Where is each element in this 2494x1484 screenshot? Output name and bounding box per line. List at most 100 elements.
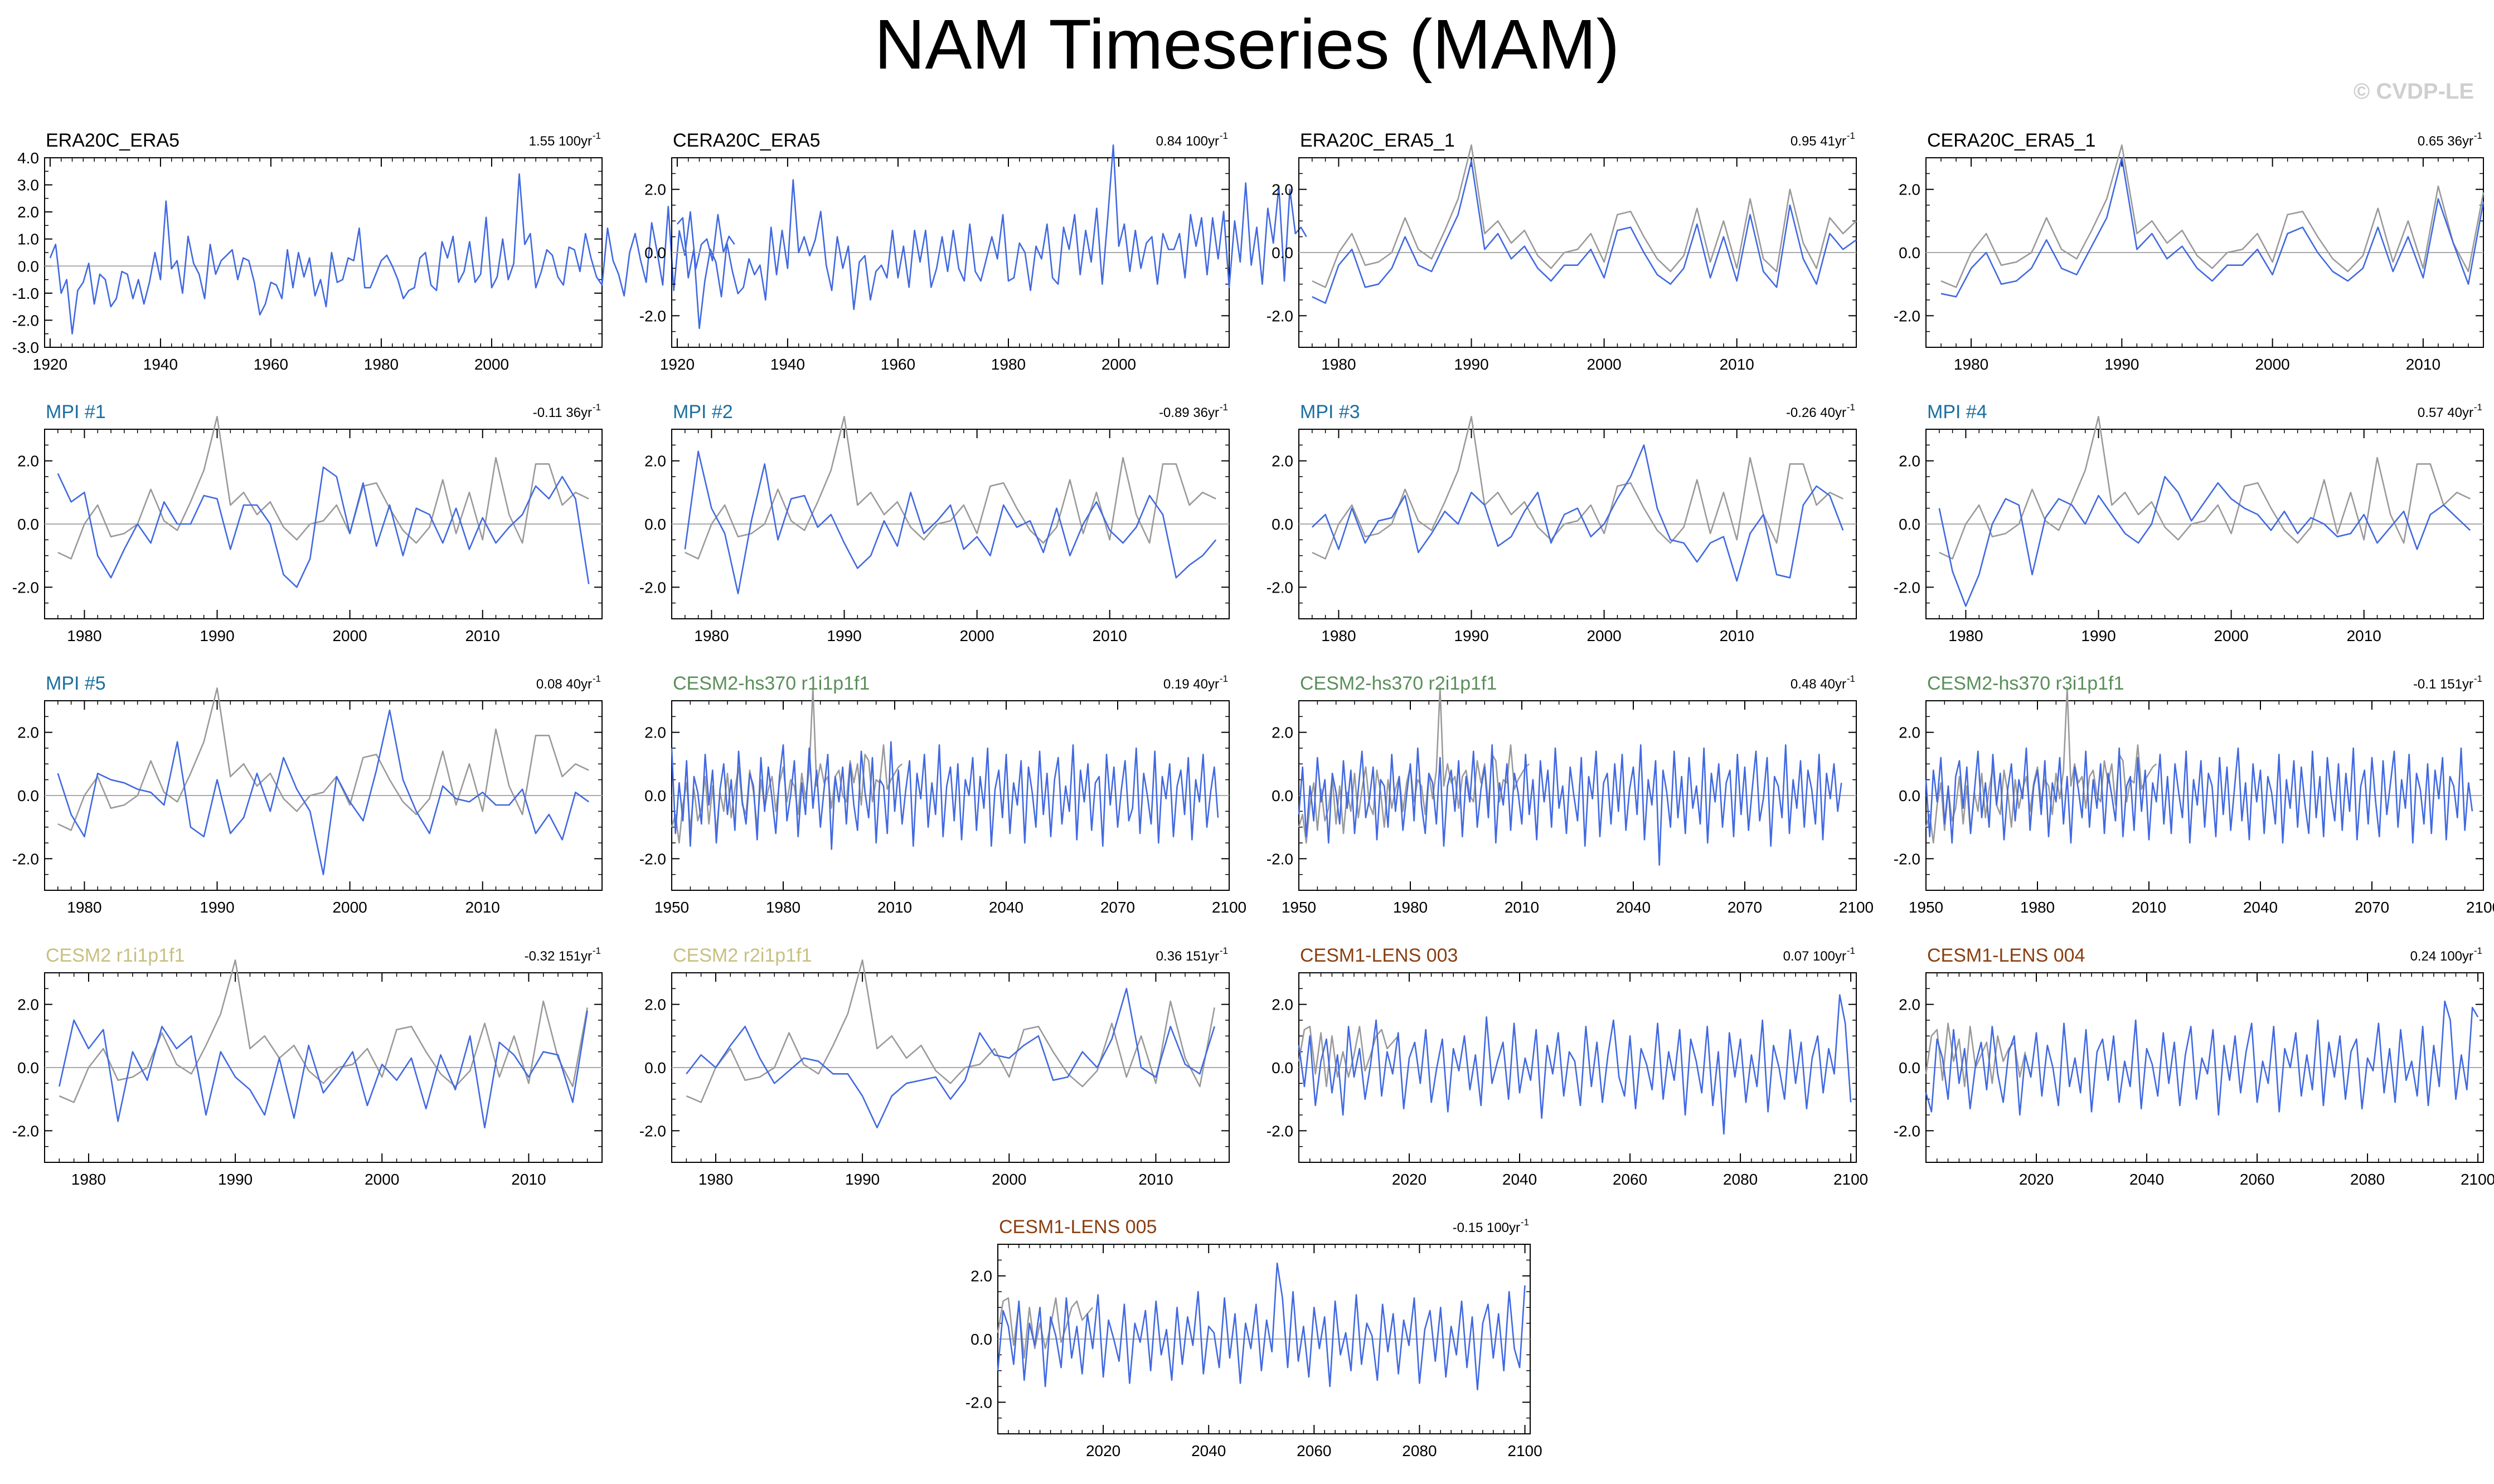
x-tick-label: 2000 [332, 899, 367, 916]
x-tick-label: 1990 [827, 627, 861, 644]
x-tick-label: 2010 [877, 899, 912, 916]
x-tick-label: 2010 [1720, 627, 1754, 644]
trend-unit-superscript: -1 [593, 945, 601, 956]
observed-series-line [1312, 415, 1843, 560]
panel-title: MPI #2 [673, 401, 733, 423]
y-tick-label: 2.0 [644, 996, 666, 1013]
y-tick-label: 2.0 [1899, 996, 1920, 1013]
x-tick-label: 2000 [2255, 356, 2289, 373]
y-tick-label: -2.0 [12, 312, 39, 329]
model-series-line [1298, 994, 1852, 1135]
panel-title: CESM1-LENS 004 [1927, 945, 2085, 966]
trend-label: 0.24 100yr [2410, 949, 2473, 964]
y-tick-label: 3.0 [17, 177, 39, 194]
y-tick-label: 0.0 [1272, 244, 1293, 261]
x-tick-label: 2100 [1839, 899, 1874, 916]
chart-panel: 2020 2040 2060 2080 2100 -2.0 0.0 2.0 CESM1-LENS… [1267, 945, 1868, 1188]
x-tick-label: 2060 [2240, 1171, 2274, 1188]
trend-label: 0.84 100yr [1156, 134, 1219, 149]
y-tick-label: -2.0 [1267, 850, 1293, 867]
panel-title: CESM2-hs370 r2i1p1f1 [1300, 673, 1497, 694]
x-tick-label: 2080 [1402, 1442, 1437, 1459]
y-tick-label: 2.0 [1899, 453, 1920, 470]
y-tick-label: 2.0 [644, 724, 666, 741]
x-tick-label: 1990 [2081, 627, 2115, 644]
x-tick-label: 2070 [1728, 899, 1762, 916]
y-tick-label: 0.0 [17, 1059, 39, 1076]
y-tick-label: 2.0 [17, 453, 39, 470]
model-series-line [1925, 747, 2473, 844]
y-tick-label: -2.0 [639, 579, 666, 596]
trend-label: -0.11 36yr [533, 405, 592, 420]
x-tick-label: 2100 [1212, 899, 1246, 916]
y-tick-label: 0.0 [644, 1059, 666, 1076]
model-series-line [49, 173, 735, 335]
chart-panel: 1950 1980 2010 2040 2070 2100 -2.0 0.0 2.0 CESM2-… [639, 673, 1246, 916]
x-tick-label: 1990 [845, 1171, 880, 1188]
x-tick-label: 1950 [1282, 899, 1316, 916]
y-tick-label: 0.0 [1272, 1059, 1293, 1076]
y-tick-label: -2.0 [1267, 1122, 1293, 1139]
y-tick-label: 2.0 [1272, 453, 1293, 470]
y-tick-label: 2.0 [1272, 996, 1293, 1013]
y-tick-label: 1.0 [17, 231, 39, 248]
y-tick-label: 2.0 [644, 181, 666, 198]
observed-series-line [686, 959, 1215, 1103]
y-tick-label: 0.0 [1899, 516, 1920, 533]
x-tick-label: 2070 [1100, 899, 1135, 916]
x-tick-label: 2070 [2355, 899, 2389, 916]
x-tick-label: 1980 [1393, 899, 1428, 916]
y-tick-label: 2.0 [17, 724, 39, 741]
x-tick-label: 1990 [218, 1171, 253, 1188]
x-tick-label: 2080 [2350, 1171, 2385, 1188]
y-tick-label: -2.0 [12, 1122, 39, 1139]
x-tick-label: 1980 [1954, 356, 1988, 373]
x-tick-label: 2000 [1586, 627, 1621, 644]
observed-series-line [997, 1297, 1094, 1359]
chart-panel: 1980 1990 2000 2010 -2.0 0.0 2.0 MPI #4 0.57 40y… [1894, 401, 2484, 644]
y-tick-label: -1.0 [12, 285, 39, 302]
y-tick-label: -2.0 [639, 850, 666, 867]
x-tick-label: 1980 [2020, 899, 2055, 916]
y-tick-label: -2.0 [1894, 579, 1920, 596]
x-tick-label: 2010 [465, 899, 500, 916]
model-series-line [1312, 160, 1857, 304]
y-tick-label: 0.0 [1272, 516, 1293, 533]
trend-unit-superscript: -1 [593, 402, 601, 413]
x-tick-label: 1990 [200, 627, 234, 644]
trend-label: -0.89 36yr [1159, 405, 1219, 420]
x-tick-label: 1980 [67, 627, 101, 644]
model-series-line [997, 1262, 1526, 1390]
x-tick-label: 1980 [766, 899, 800, 916]
x-tick-label: 1990 [200, 899, 234, 916]
y-tick-label: -2.0 [1894, 307, 1920, 324]
x-tick-label: 2020 [1086, 1442, 1120, 1459]
y-tick-label: 2.0 [17, 203, 39, 221]
observed-series-line [57, 687, 589, 831]
trend-label: 1.55 100yr [529, 134, 592, 149]
x-tick-label: 1980 [698, 1171, 733, 1188]
trend-unit-superscript: -1 [1220, 945, 1228, 956]
trend-unit-superscript: -1 [2474, 945, 2482, 956]
y-tick-label: 0.0 [971, 1331, 992, 1348]
chart-panel: 1950 1980 2010 2040 2070 2100 -2.0 0.0 2.0 CESM2-… [1894, 673, 2494, 916]
y-tick-label: -2.0 [1894, 1122, 1920, 1139]
trend-label: -0.32 151yr [525, 949, 592, 964]
chart-panel: 1920 1940 1960 1980 2000 -2.0 0.0 2.0 CERA20C_ER… [639, 130, 1307, 373]
trend-unit-superscript: -1 [1521, 1217, 1529, 1228]
trend-unit-superscript: -1 [1220, 402, 1228, 413]
observed-series-line [1939, 415, 2471, 560]
x-tick-label: 2000 [365, 1171, 399, 1188]
model-series-line [1938, 476, 2471, 607]
model-series-line [57, 466, 590, 588]
x-tick-label: 2040 [1191, 1442, 1226, 1459]
y-tick-label: 0.0 [644, 244, 666, 261]
y-tick-label: 0.0 [1899, 244, 1920, 261]
x-tick-label: 2010 [2347, 627, 2381, 644]
x-tick-label: 2020 [1392, 1171, 1426, 1188]
panel-title: CERA20C_ERA5_1 [1927, 130, 2095, 151]
panel-title: ERA20C_ERA5_1 [1300, 130, 1455, 151]
y-tick-label: 0.0 [17, 516, 39, 533]
x-tick-label: 1980 [67, 899, 101, 916]
x-tick-label: 2000 [474, 356, 509, 373]
